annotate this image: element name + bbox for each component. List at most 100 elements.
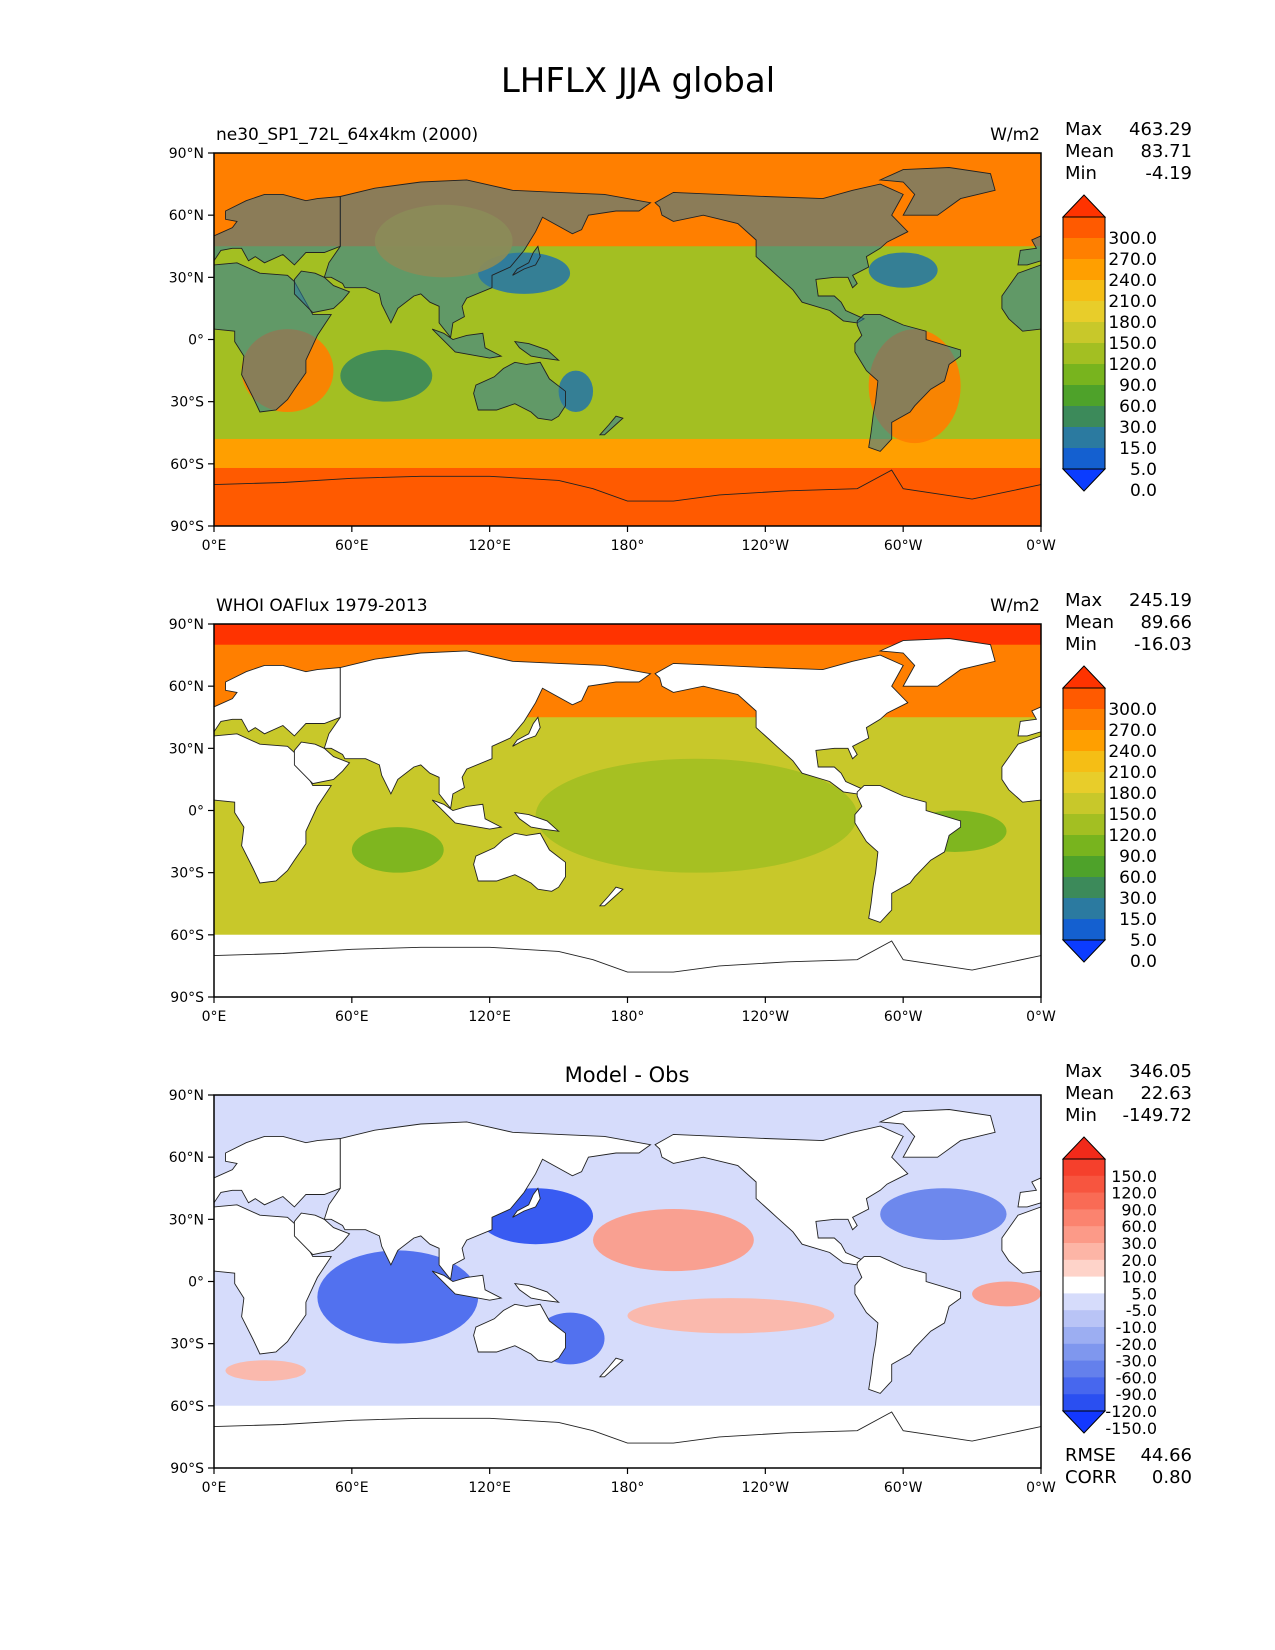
colorbar-label: 0.0 xyxy=(1130,481,1157,501)
colorbar-segment xyxy=(1063,1209,1105,1227)
xtick-label: 120°W xyxy=(742,538,790,554)
coastline-nz xyxy=(598,1357,624,1378)
ytick-label: 90°N xyxy=(169,146,204,162)
colorbar-segment xyxy=(1063,343,1105,365)
colorbar-label: 180.0 xyxy=(1108,784,1157,804)
stats-block: Max 463.29 Mean 83.71 Min -4.19 xyxy=(1065,119,1192,184)
panel-diff: Model - Obs 90°N 60°N 30°N 0° 30°S 60°S 90°S 0… xyxy=(169,1061,1192,1496)
colorbar-extend-min xyxy=(1061,1410,1107,1434)
panel-title-left: ne30_SP1_72L_64x4km (2000) xyxy=(216,125,478,145)
colorbar-label: 300.0 xyxy=(1108,229,1157,249)
stat-label: Min xyxy=(1065,634,1097,655)
colorbar: 150.0120.090.060.030.020.010.05.0-5.0-10… xyxy=(1061,1136,1157,1438)
xtick-label: 60°E xyxy=(335,1480,369,1496)
ytick-label: 0° xyxy=(188,333,204,349)
colorbar-outline xyxy=(1062,216,1106,470)
colorbar-segment xyxy=(1063,385,1105,407)
stat-value: 463.29 xyxy=(1129,119,1192,140)
coastline-namerica xyxy=(654,1125,909,1266)
coastline-namerica xyxy=(654,183,909,324)
ytick-label: 60°S xyxy=(170,928,204,944)
colorbar-segment xyxy=(1063,238,1105,260)
error-stat-label: CORR xyxy=(1065,1467,1117,1488)
ytick-label: 90°S xyxy=(170,519,204,535)
yaxis-ticks: 90°N 60°N 30°N 0° 30°S 60°S 90°S xyxy=(169,617,214,1006)
colorbar-label: -20.0 xyxy=(1116,1335,1157,1354)
xtick-label: 120°W xyxy=(742,1480,790,1496)
yaxis-ticks: 90°N 60°N 30°N 0° 30°S 60°S 90°S xyxy=(169,146,214,535)
colorbar-segment xyxy=(1063,217,1105,239)
colorbar-segment xyxy=(1063,427,1105,449)
field-band xyxy=(214,463,1041,526)
ytick-label: 30°N xyxy=(169,1212,204,1228)
coastline-africa xyxy=(1001,264,1041,332)
field-blob xyxy=(351,827,444,873)
stat-value: -4.19 xyxy=(1145,163,1192,184)
colorbar-label: -30.0 xyxy=(1116,1352,1157,1371)
coastline-newguinea xyxy=(513,340,560,361)
xtick-label: 60°W xyxy=(884,1009,923,1025)
stat-value: 245.19 xyxy=(1129,590,1192,611)
coastline-arabia xyxy=(293,741,351,785)
error-stat-value: 44.66 xyxy=(1140,1445,1192,1466)
coastline-japan xyxy=(512,245,541,276)
ytick-label: 30°N xyxy=(169,741,204,757)
colorbar-segment xyxy=(1063,1360,1105,1378)
coastline-africa xyxy=(1001,1206,1041,1274)
xtick-label: 180° xyxy=(611,1480,645,1496)
xaxis-ticks: 0°E 60°E 120°E 180° 120°W 60°W 0°W xyxy=(202,997,1056,1025)
panel-units: W/m2 xyxy=(990,596,1040,616)
field-band xyxy=(214,624,1041,645)
colorbar-label: 5.0 xyxy=(1130,931,1157,951)
error-stat-label: RMSE xyxy=(1065,1445,1116,1466)
colorbar-segment xyxy=(1063,1276,1105,1294)
colorbar-label: 10.0 xyxy=(1121,1268,1157,1287)
ytick-label: 60°N xyxy=(169,208,204,224)
ytick-label: 60°S xyxy=(170,457,204,473)
ytick-label: 30°S xyxy=(170,866,204,882)
colorbar-segment xyxy=(1063,1327,1105,1345)
xtick-label: 60°E xyxy=(335,1009,369,1025)
stat-value: 346.05 xyxy=(1129,1061,1192,1082)
xtick-label: 0°W xyxy=(1026,1480,1056,1496)
colorbar-label: 90.0 xyxy=(1119,847,1157,867)
colorbar-segment xyxy=(1063,793,1105,815)
colorbar-segment xyxy=(1063,814,1105,836)
ytick-label: 30°S xyxy=(170,1337,204,1353)
stat-label: Mean xyxy=(1065,612,1114,633)
xtick-label: 120°E xyxy=(468,1009,511,1025)
colorbar-extend-min xyxy=(1061,939,1107,963)
stat-label: Min xyxy=(1065,1105,1097,1126)
colorbar-segment xyxy=(1063,301,1105,323)
stat-value: -149.72 xyxy=(1123,1105,1192,1126)
coastline-antarctica xyxy=(214,469,1041,526)
field-blob xyxy=(340,349,433,402)
panel-title-left: WHOI OAFlux 1979-2013 xyxy=(216,596,428,616)
colorbar-segment xyxy=(1063,877,1105,899)
stat-value: 89.66 xyxy=(1140,612,1192,633)
colorbar: 300.0270.0240.0210.0180.0150.0120.090.06… xyxy=(1061,194,1157,501)
error-stats-block: RMSE 44.66 CORR 0.80 xyxy=(1065,1445,1192,1488)
colorbar-label: 210.0 xyxy=(1108,292,1157,312)
coastline-antarctica xyxy=(214,1411,1041,1468)
coastline-greenland xyxy=(878,1109,996,1158)
ytick-label: 30°S xyxy=(170,395,204,411)
colorbar-label: 120.0 xyxy=(1108,826,1157,846)
colorbar-label: 90.0 xyxy=(1121,1200,1157,1219)
stat-label: Max xyxy=(1065,119,1103,140)
stat-value: 22.63 xyxy=(1140,1083,1192,1104)
xtick-label: 60°W xyxy=(884,1480,923,1496)
xtick-label: 60°E xyxy=(335,538,369,554)
stats-block: Max 346.05 Mean 22.63 Min -149.72 xyxy=(1065,1061,1192,1126)
land-diff xyxy=(214,1109,1041,1468)
field-blob xyxy=(593,1208,754,1272)
coastline-asia xyxy=(323,1121,652,1281)
coastline-indonesia xyxy=(431,328,503,359)
stat-label: Mean xyxy=(1065,1083,1114,1104)
colorbar: 300.0270.0240.0210.0180.0150.0120.090.06… xyxy=(1061,665,1157,972)
land-obs xyxy=(214,638,1041,997)
field-blob xyxy=(868,252,938,288)
field-blob xyxy=(972,1281,1041,1307)
colorbar-label: -120.0 xyxy=(1105,1402,1157,1421)
